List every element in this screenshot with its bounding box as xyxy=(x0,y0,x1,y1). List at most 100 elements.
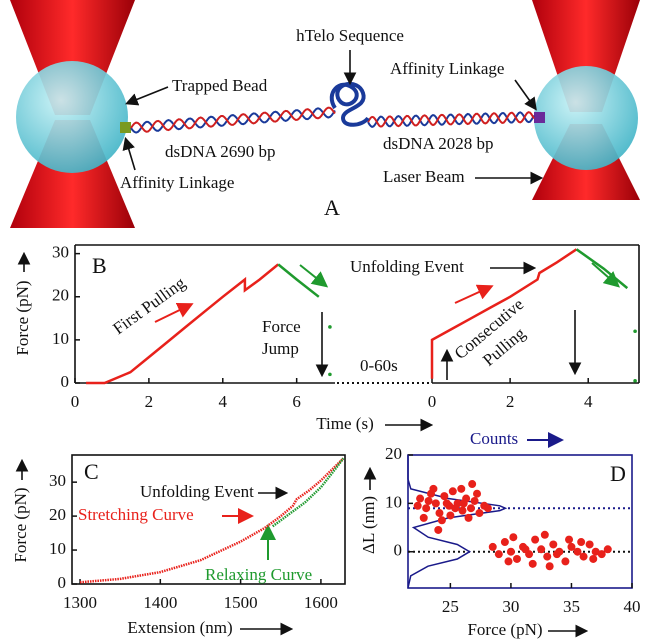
y-tick-label: 0 xyxy=(394,541,403,560)
data-point xyxy=(537,545,545,553)
data-point xyxy=(529,560,537,568)
y-tick-label: 0 xyxy=(58,573,67,592)
panel-letter: D xyxy=(610,461,626,486)
x-axis-label: Force (pN) xyxy=(467,620,542,639)
data-point xyxy=(553,550,561,558)
x-axis-label: Extension (nm) xyxy=(127,618,232,637)
data-point xyxy=(449,487,457,495)
x-tick-label: 0 xyxy=(71,392,80,411)
y-tick-label: 10 xyxy=(385,492,402,511)
linkage xyxy=(534,112,545,123)
x-tick-label: 0 xyxy=(428,392,437,411)
data-point xyxy=(586,540,594,548)
data-point xyxy=(489,543,497,551)
data-point xyxy=(425,497,433,505)
y-tick-label: 20 xyxy=(49,505,66,524)
data-point xyxy=(577,538,585,546)
y-tick-label: 10 xyxy=(49,539,66,558)
x-tick-label: 2 xyxy=(145,392,154,411)
arrow xyxy=(300,265,325,285)
bead xyxy=(16,61,128,173)
y-axis-label: ΔL (nm) xyxy=(359,496,378,554)
annotation: Unfolding Event xyxy=(350,257,464,276)
y-tick-label: 20 xyxy=(52,286,69,305)
data-point xyxy=(521,545,529,553)
data-point xyxy=(509,533,517,541)
dna xyxy=(131,108,534,133)
panel-letter: A xyxy=(324,195,340,220)
data-point xyxy=(633,379,637,383)
data-point xyxy=(458,507,466,515)
label: Trapped Bead xyxy=(172,76,268,95)
data-point xyxy=(549,540,557,548)
panel-letter: C xyxy=(84,459,99,484)
data-point xyxy=(451,504,459,512)
data-point xyxy=(531,536,539,544)
data-point xyxy=(465,514,473,522)
data-point xyxy=(416,495,424,503)
data-point xyxy=(604,545,612,553)
data-point xyxy=(435,509,443,517)
x-tick-label: 1300 xyxy=(63,593,97,612)
data-point xyxy=(440,492,448,500)
label: Affinity Linkage xyxy=(120,173,234,192)
x-tick-label: 1500 xyxy=(224,593,258,612)
data-point xyxy=(460,499,468,507)
data-point xyxy=(513,555,521,563)
data-point xyxy=(434,526,442,534)
data-point xyxy=(504,557,512,565)
figure: hTelo Sequence Trapped Bead Affinity Lin… xyxy=(0,0,647,641)
data-point xyxy=(422,504,430,512)
data-point xyxy=(429,485,437,493)
data-point xyxy=(541,531,549,539)
y-axis-label: Force (pN) xyxy=(13,280,32,355)
data-line xyxy=(577,249,628,288)
x-axis-label: Time (s) xyxy=(316,414,373,433)
label: dsDNA 2690 bp xyxy=(165,142,276,161)
x-tick-label: 6 xyxy=(292,392,301,411)
data-point xyxy=(495,550,503,558)
data-point xyxy=(473,490,481,498)
annotation: First Pulling xyxy=(109,273,189,338)
data-point xyxy=(484,504,492,512)
data-point xyxy=(432,499,440,507)
y-tick-label: 0 xyxy=(61,372,70,391)
data-point xyxy=(328,325,332,329)
y-tick-label: 30 xyxy=(52,243,69,262)
x-tick-label: 30 xyxy=(502,597,519,616)
data-point xyxy=(414,502,422,510)
panel-a: hTelo Sequence Trapped Bead Affinity Lin… xyxy=(10,0,640,228)
x-tick-label: 1600 xyxy=(304,593,338,612)
data-point xyxy=(328,373,332,377)
label: hTelo Sequence xyxy=(296,26,404,45)
data-point xyxy=(443,499,451,507)
data-point xyxy=(446,511,454,519)
data-point xyxy=(507,548,515,556)
data-point xyxy=(565,536,573,544)
annotation: Relaxing Curve xyxy=(205,565,312,584)
htelo xyxy=(332,84,368,125)
data-point xyxy=(543,553,551,561)
y-tick-label: 20 xyxy=(385,444,402,463)
arrow xyxy=(515,80,535,108)
arrow xyxy=(128,87,168,103)
x-tick-label: 25 xyxy=(442,597,459,616)
arrow xyxy=(455,287,490,303)
bead xyxy=(534,66,638,170)
data-point xyxy=(468,480,476,488)
data-line xyxy=(278,264,319,296)
panel-letter: B xyxy=(92,253,107,278)
data-point xyxy=(438,516,446,524)
x-tick-label: 35 xyxy=(563,597,580,616)
label: Affinity Linkage xyxy=(390,59,504,78)
data-point xyxy=(475,509,483,517)
y-tick-label: 30 xyxy=(49,471,66,490)
y-axis-label: Force (pN) xyxy=(11,487,30,562)
label: dsDNA 2028 bp xyxy=(383,134,494,153)
arrow xyxy=(592,263,617,285)
data-point xyxy=(633,329,637,333)
annotation: Jump xyxy=(262,339,299,358)
y-tick-label: 10 xyxy=(52,329,69,348)
data-point xyxy=(546,562,554,570)
data-point xyxy=(580,553,588,561)
